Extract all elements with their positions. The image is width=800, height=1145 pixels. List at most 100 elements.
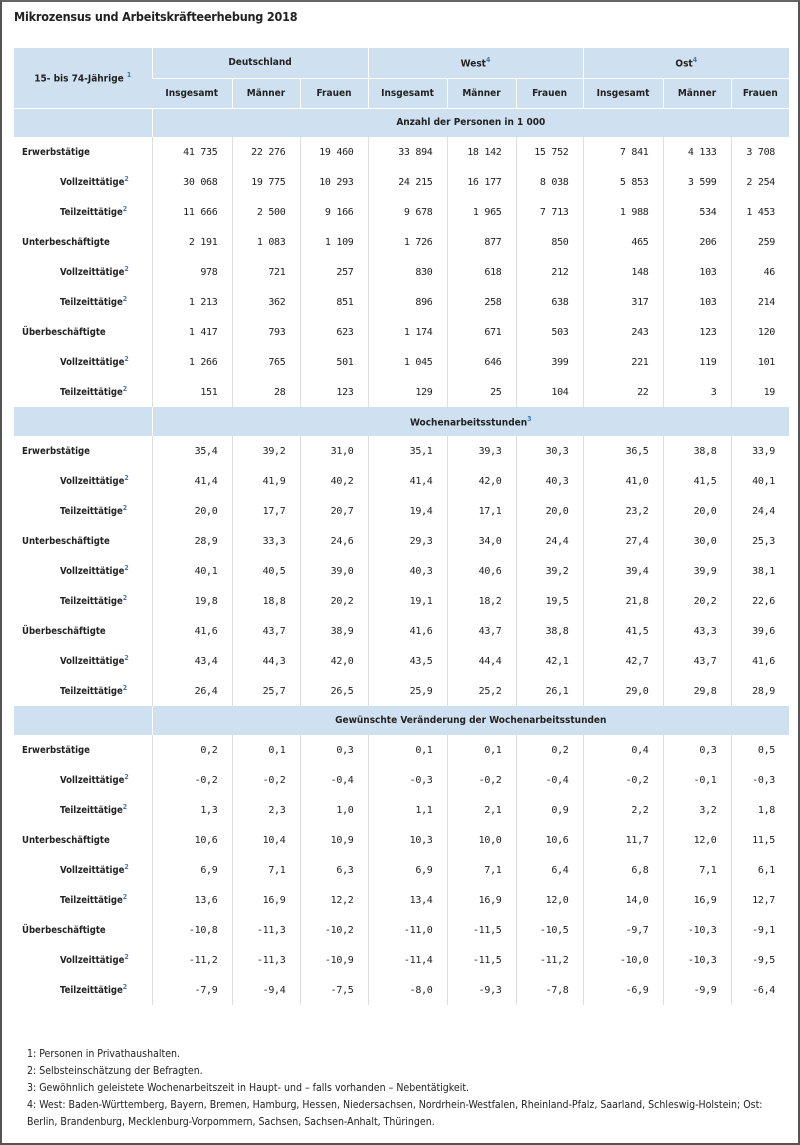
table-cell: 38,8	[662, 436, 732, 466]
table-cell: 148	[582, 257, 664, 287]
table-cell: 19 775	[231, 167, 300, 197]
table-row: Erwerbstätige 0,2 0,1 0,3 0,1 0,1 0,2 0,4 0,3 0,5	[14, 735, 790, 765]
table-cell: 42,7	[582, 646, 664, 676]
table-cell: 19 460	[299, 137, 369, 167]
table-cell: 26,5	[299, 676, 369, 706]
table-cell: 39,9	[662, 556, 732, 586]
table-cell: 33,9	[730, 436, 790, 466]
footnote-link[interactable]: 2	[122, 295, 128, 304]
table-cell: 16,9	[446, 885, 517, 915]
table-cell: -9,5	[730, 945, 790, 975]
footnote-link[interactable]: 2	[124, 564, 129, 573]
table-cell: 0,9	[515, 795, 584, 825]
table-cell: 41,5	[662, 466, 732, 496]
table-cell: 24,4	[730, 496, 790, 526]
table-cell: 20,2	[299, 586, 369, 616]
footnote-link[interactable]: 2	[122, 385, 128, 394]
group-header-west: West4	[367, 48, 584, 79]
footnote-link[interactable]: 2	[124, 773, 129, 782]
table-cell: 21,8	[582, 586, 664, 616]
table-cell: 104	[515, 377, 584, 407]
table-cell: 0,5	[730, 735, 790, 765]
table-cell: 6,9	[367, 855, 448, 885]
table-cell: 123	[662, 317, 732, 347]
table-row: Teilzeittätige2 26,4 25,7 26,5 25,9 25,2 26,1 2…	[14, 676, 790, 706]
table-cell: 2 191	[151, 227, 232, 257]
table-cell: 38,1	[730, 556, 790, 586]
footnote: 2: Selbsteinschätzung der Befragten.	[27, 1065, 203, 1077]
footnote-link[interactable]: 2	[124, 863, 129, 872]
table-cell: 10,3	[367, 825, 448, 855]
table-cell: 119	[662, 347, 732, 377]
column-header: Frauen	[515, 78, 584, 109]
footnote-link[interactable]: 2	[124, 654, 129, 663]
table-cell: 6,9	[151, 855, 232, 885]
table-cell: 1 109	[299, 227, 369, 257]
footnote-link[interactable]: 4	[692, 56, 698, 65]
table-cell: 1 965	[446, 197, 517, 227]
table-cell: 9 678	[367, 197, 448, 227]
section-header-spacer	[14, 108, 153, 137]
footnote-link[interactable]: 4	[486, 56, 491, 65]
section-title: Gewünschte Veränderung der Wochenarbeits…	[152, 706, 790, 735]
footnote-link[interactable]: 1	[126, 71, 132, 80]
table-cell: 11 666	[151, 197, 232, 227]
footnote-link[interactable]: 2	[122, 803, 128, 812]
table-cell: 830	[367, 257, 448, 287]
table-cell: 5 853	[582, 167, 664, 197]
table-row: Teilzeittätige2 151 28 123 129 25 104 22 3 19	[14, 377, 790, 407]
column-header: Männer	[231, 78, 300, 109]
table-cell: 19,5	[515, 586, 584, 616]
row-label-text: Teilzeittätige	[60, 506, 123, 518]
table-cell: -10,2	[299, 915, 369, 945]
footnote-link[interactable]: 3	[527, 414, 532, 423]
table-cell: 24,4	[515, 526, 584, 556]
table-cell: 25,9	[367, 676, 448, 706]
footnote-link[interactable]: 2	[122, 594, 128, 603]
footnote-link[interactable]: 2	[122, 893, 128, 902]
footnote-link[interactable]: 2	[122, 504, 128, 513]
footnote-link[interactable]: 2	[124, 474, 129, 483]
table-cell: 1 083	[231, 227, 300, 257]
table-cell: 23,2	[582, 496, 664, 526]
footnote-link[interactable]: 2	[122, 205, 128, 214]
table-cell: 17,1	[446, 496, 517, 526]
table-cell: 43,7	[231, 616, 300, 646]
table-cell: 1 417	[151, 317, 232, 347]
footnote-link[interactable]: 2	[122, 684, 128, 693]
table-cell: 15 752	[515, 137, 584, 167]
table-cell: 25,2	[446, 676, 517, 706]
table-cell: -11,4	[367, 945, 448, 975]
footnote-link[interactable]: 2	[124, 265, 129, 274]
table-cell: 19,4	[367, 496, 448, 526]
table-cell: 2,3	[231, 795, 300, 825]
table-cell: 0,1	[446, 735, 517, 765]
table-cell: -11,0	[367, 915, 448, 945]
table-cell: 978	[151, 257, 232, 287]
table-cell: 1,3	[151, 795, 232, 825]
row-label: Vollzeittätige2	[14, 765, 152, 795]
table-cell: 10,6	[515, 825, 584, 855]
row-label-text: Vollzeittätige	[60, 566, 125, 578]
table-cell: 362	[231, 287, 300, 317]
footnote-link[interactable]: 2	[124, 175, 129, 184]
footnote-link[interactable]: 2	[122, 983, 128, 992]
table-cell: 41,6	[730, 646, 790, 676]
row-label-text: Erwerbstätige	[22, 445, 90, 457]
table-cell: 103	[662, 257, 732, 287]
table-cell: 257	[299, 257, 369, 287]
footnote-link[interactable]: 2	[124, 953, 129, 962]
row-label: Vollzeittätige2	[14, 556, 152, 586]
row-label-text: Vollzeittätige	[60, 177, 125, 189]
table-row: Teilzeittätige2 13,6 16,9 12,2 13,4 16,9 12,0 1…	[14, 885, 790, 915]
column-header: Frauen	[730, 78, 790, 109]
footnote-link[interactable]: 2	[124, 355, 129, 364]
row-label: Teilzeittätige2	[14, 287, 152, 317]
table-cell: 28	[231, 377, 300, 407]
row-label-text: Teilzeittätige	[60, 686, 123, 698]
section-header-spacer	[14, 706, 153, 735]
table-cell: -0,3	[367, 765, 448, 795]
table-cell: 28,9	[730, 676, 790, 706]
table-cell: 18,2	[446, 586, 517, 616]
row-label-text: Unterbeschäftigte	[22, 236, 110, 248]
